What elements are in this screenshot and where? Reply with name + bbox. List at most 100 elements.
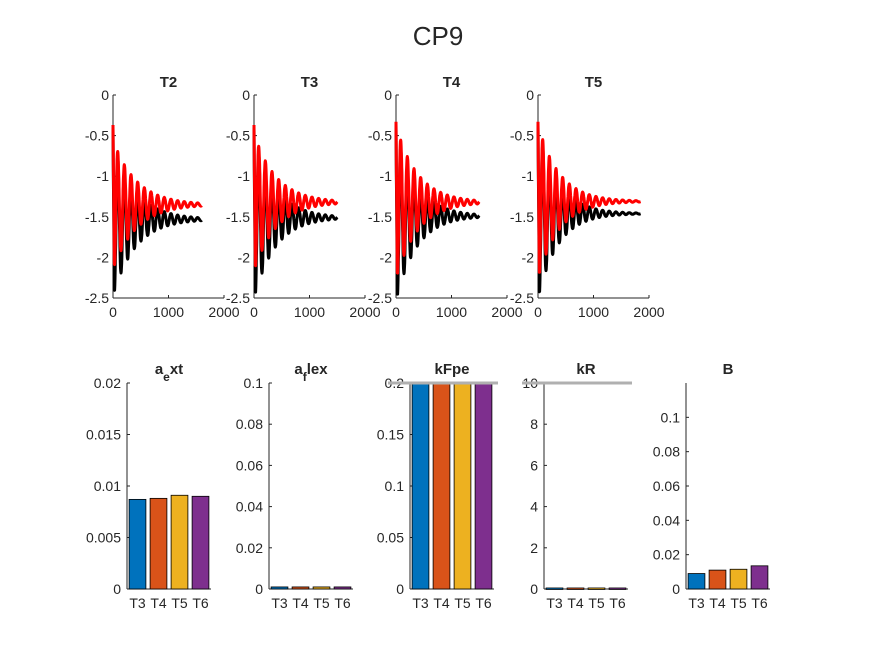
series-line-model [394, 121, 481, 275]
y-tick-label: 0 [530, 581, 538, 597]
y-tick-label: 0 [113, 581, 121, 597]
y-tick-label: 0.04 [653, 512, 680, 528]
series-line-model [252, 124, 339, 268]
bar-t5 [453, 382, 472, 590]
x-tick-label: T4 [709, 595, 726, 611]
bar-t4 [566, 587, 585, 590]
y-tick-label: 0.02 [653, 547, 680, 563]
y-tick-label: -0.5 [510, 128, 534, 144]
bar-t3 [128, 498, 147, 590]
y-tick-label: 0.005 [86, 530, 121, 546]
x-tick-label: T4 [150, 595, 167, 611]
bar-t5 [729, 568, 748, 590]
y-tick-label: 0 [101, 87, 109, 103]
y-tick-label: -0.5 [368, 128, 392, 144]
y-tick-label: 0 [255, 581, 263, 597]
x-tick-label: 2000 [208, 304, 239, 320]
x-tick-label: T6 [751, 595, 768, 611]
bar-t4 [432, 382, 451, 590]
y-tick-label: -2.5 [510, 290, 534, 306]
title-part: xt [170, 361, 183, 378]
series-line-measured [252, 127, 339, 294]
x-tick-label: T5 [588, 595, 605, 611]
bar-t4 [149, 497, 168, 590]
x-tick-label: 0 [392, 304, 400, 320]
x-tick-label: 2000 [633, 304, 664, 320]
y-tick-label: 0.1 [244, 375, 264, 391]
axes-title: kR [576, 361, 595, 378]
axes-title: aext [155, 361, 183, 384]
y-tick-label: 0.1 [385, 478, 405, 494]
bar-t6 [474, 382, 493, 590]
series-line-measured [394, 123, 481, 296]
x-tick-label: 1000 [436, 304, 467, 320]
y-tick-label: 0.15 [377, 427, 404, 443]
y-tick-label: -2 [238, 249, 251, 265]
x-tick-label: T3 [546, 595, 563, 611]
axes-title: B [723, 361, 734, 378]
y-tick-label: 0.06 [236, 457, 263, 473]
x-tick-label: T4 [292, 595, 309, 611]
x-tick-label: T4 [567, 595, 584, 611]
y-tick-label: 0.1 [661, 409, 681, 425]
y-tick-label: -0.5 [226, 128, 250, 144]
axes-title: T3 [301, 74, 319, 91]
series-line-measured [111, 127, 204, 292]
y-tick-label: 0.02 [236, 540, 263, 556]
bar-t6 [333, 586, 352, 590]
bar-t6 [750, 565, 769, 590]
x-tick-label: 1000 [578, 304, 609, 320]
bar-t3 [687, 573, 706, 590]
y-tick-label: -1.5 [510, 209, 534, 225]
y-tick-label: 6 [530, 457, 538, 473]
y-tick-label: -2.5 [85, 290, 109, 306]
y-tick-label: -1 [380, 168, 393, 184]
y-tick-label: -1 [238, 168, 251, 184]
y-tick-label: 0 [672, 581, 680, 597]
x-tick-label: T6 [334, 595, 351, 611]
axes-title: T5 [585, 74, 603, 91]
x-tick-label: T5 [454, 595, 471, 611]
x-tick-label: T6 [475, 595, 492, 611]
y-tick-label: -1.5 [226, 209, 250, 225]
x-tick-label: T5 [313, 595, 330, 611]
x-tick-label: T4 [433, 595, 450, 611]
bar-t6 [191, 495, 210, 590]
y-tick-label: 0 [384, 87, 392, 103]
y-tick-label: 0 [242, 87, 250, 103]
bar-t5 [587, 587, 606, 590]
bar-t5 [312, 586, 331, 590]
x-tick-label: 2000 [349, 304, 380, 320]
y-tick-label: 0.08 [653, 444, 680, 460]
y-tick-label: 0.02 [94, 375, 121, 391]
y-tick-label: -2 [522, 249, 535, 265]
y-tick-label: 2 [530, 540, 538, 556]
axes-title: aflex [294, 361, 328, 384]
axes-title: T4 [443, 74, 461, 91]
axes-title: kFpe [434, 361, 469, 378]
y-tick-label: 0.015 [86, 427, 121, 443]
x-tick-label: 2000 [491, 304, 522, 320]
y-tick-label: -2.5 [226, 290, 250, 306]
bar-t5 [170, 494, 189, 590]
y-tick-label: 4 [530, 499, 538, 515]
x-tick-label: T6 [192, 595, 209, 611]
y-tick-label: -1 [97, 168, 110, 184]
bar-t4 [708, 569, 727, 590]
y-tick-label: -1.5 [368, 209, 392, 225]
y-tick-label: -2 [380, 249, 393, 265]
y-tick-label: -2.5 [368, 290, 392, 306]
title-part: f [303, 370, 308, 384]
y-tick-label: 0.05 [377, 530, 404, 546]
y-tick-label: -1.5 [85, 209, 109, 225]
x-tick-label: T3 [129, 595, 146, 611]
x-tick-label: 0 [534, 304, 542, 320]
x-tick-label: 1000 [294, 304, 325, 320]
y-tick-label: 0.01 [94, 478, 121, 494]
y-tick-label: 0 [396, 581, 404, 597]
series-line-model [111, 124, 204, 267]
x-tick-label: T3 [271, 595, 288, 611]
y-tick-label: 0.04 [236, 499, 263, 515]
